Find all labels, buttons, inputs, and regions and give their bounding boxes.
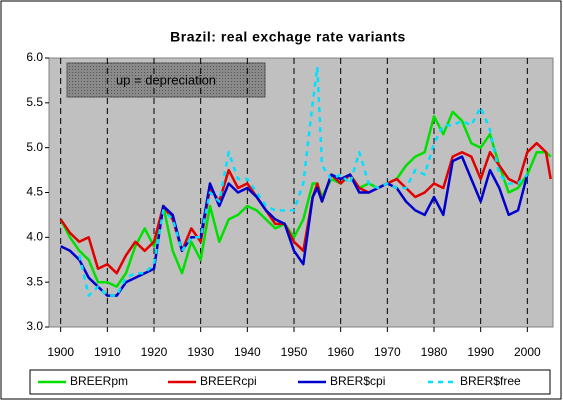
x-tick-label: 1970	[374, 345, 401, 359]
y-tick-label: 3.0	[26, 319, 43, 333]
annotation-box	[66, 62, 266, 98]
series-line	[78, 65, 529, 297]
x-tick-label: 1940	[234, 345, 261, 359]
chart-title: Brazil: real exchage rate variants	[170, 29, 406, 45]
x-tick-label: 1960	[327, 345, 354, 359]
legend-label: BREERcpi	[200, 374, 257, 388]
y-tick-label: 6.0	[26, 50, 43, 64]
legend-label: BRER$cpi	[330, 374, 385, 388]
x-tick-label: 1910	[94, 345, 121, 359]
y-tick-label: 5.5	[26, 95, 43, 109]
x-tick-label: 1900	[47, 345, 74, 359]
y-tick-label: 4.0	[26, 230, 43, 244]
x-tick-label: 1930	[187, 345, 214, 359]
y-tick-label: 4.5	[26, 185, 43, 199]
legend-label: BREERpm	[70, 374, 128, 388]
y-tick-label: 3.5	[26, 274, 43, 288]
x-tick-label: 2000	[514, 345, 541, 359]
y-tick-label: 5.0	[26, 140, 43, 154]
x-tick-label: 1920	[141, 345, 168, 359]
legend-label: BRER$free	[460, 374, 521, 388]
series-line	[59, 110, 552, 288]
legend	[29, 369, 551, 395]
x-tick-label: 1990	[467, 345, 494, 359]
x-tick-label: 1950	[281, 345, 308, 359]
series-line	[60, 155, 529, 297]
x-tick-label: 1980	[421, 345, 448, 359]
annotation: up = depreciation	[116, 72, 216, 87]
